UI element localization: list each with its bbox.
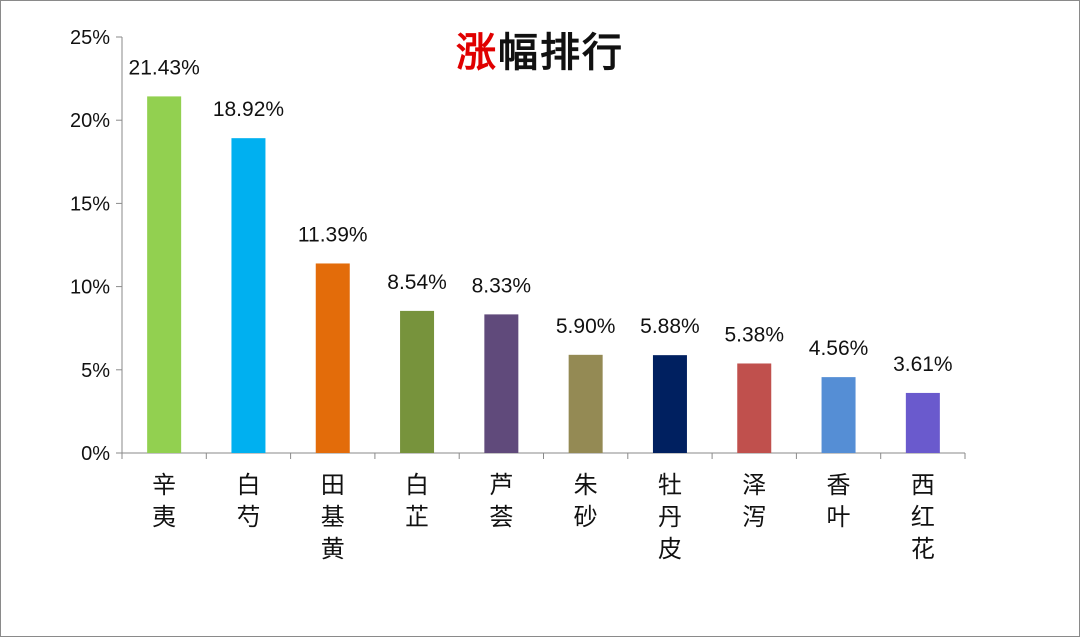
- x-tick-label: 朱砂: [574, 471, 598, 531]
- svg-text:牡丹皮: 牡丹皮: [658, 471, 682, 563]
- data-label: 4.56%: [809, 337, 869, 360]
- x-tick-label: 田基黄: [321, 471, 345, 563]
- x-tick-label: 芦荟: [489, 471, 513, 531]
- y-tick-label: 15%: [70, 193, 110, 215]
- data-label: 18.92%: [213, 98, 284, 121]
- x-tick-label: 西红花: [911, 471, 935, 563]
- data-labels: 21.43% 18.92% 11.39% 8.54% 8.33% 5.90% 5.88% 5.…: [129, 56, 953, 376]
- svg-text:香叶: 香叶: [827, 471, 851, 531]
- bar: [652, 355, 687, 453]
- chart-title-accent: 涨: [456, 30, 498, 76]
- bar: [905, 392, 940, 453]
- svg-text:泽泻: 泽泻: [742, 471, 766, 531]
- data-label: 3.61%: [893, 353, 953, 376]
- data-label: 21.43%: [129, 56, 200, 79]
- svg-text:芦荟: 芦荟: [489, 471, 513, 531]
- y-tick-label: 10%: [70, 277, 110, 299]
- svg-text:朱砂: 朱砂: [574, 471, 598, 531]
- axes: 0% 5% 10% 15% 20% 25%: [70, 27, 966, 465]
- data-label: 5.38%: [724, 323, 784, 346]
- svg-text:白芍: 白芍: [236, 471, 260, 531]
- data-label: 11.39%: [298, 223, 368, 246]
- svg-text:白芷: 白芷: [405, 471, 429, 531]
- data-label: 5.90%: [556, 315, 616, 338]
- data-label: 8.54%: [387, 271, 447, 294]
- bars: [147, 96, 940, 454]
- svg-text:田基黄: 田基黄: [321, 471, 345, 563]
- x-tick-label: 香叶: [827, 471, 851, 531]
- chart-title-rest: 幅排行: [498, 30, 624, 76]
- bar: [737, 363, 772, 453]
- x-tick-label: 白芷: [405, 471, 429, 531]
- y-tick-label: 5%: [81, 360, 110, 382]
- y-tick-label: 0%: [81, 443, 110, 465]
- data-label: 5.88%: [640, 315, 700, 338]
- bar: [568, 354, 603, 453]
- bar: [821, 377, 856, 453]
- bar: [147, 96, 182, 454]
- y-tick-label: 20%: [70, 110, 110, 132]
- x-tick-label: 泽泻: [742, 471, 766, 531]
- bar: [315, 263, 350, 453]
- data-label: 8.33%: [472, 274, 532, 297]
- x-tick-label: 牡丹皮: [658, 471, 682, 563]
- bar: [400, 310, 435, 453]
- x-tick-label: 辛夷: [152, 471, 176, 531]
- chart-title: 涨幅排行: [0, 20, 1080, 78]
- svg-text:辛夷: 辛夷: [152, 471, 176, 531]
- bar: [231, 138, 266, 453]
- x-tick-label: 白芍: [236, 471, 260, 531]
- svg-text:西红花: 西红花: [911, 471, 935, 563]
- y-tick-label: 25%: [70, 27, 110, 49]
- bar: [484, 314, 519, 453]
